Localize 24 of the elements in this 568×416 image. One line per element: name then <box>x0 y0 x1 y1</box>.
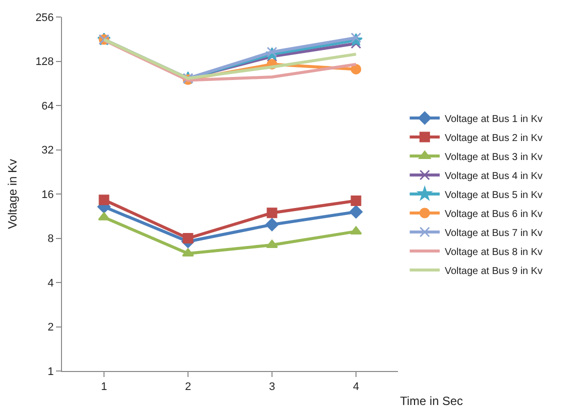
legend-label: Voltage at Bus 2 in Kv <box>444 132 543 144</box>
legend-label: Voltage at Bus 5 in Kv <box>444 190 543 201</box>
legend-label: Voltage at Bus 3 in Kv <box>444 152 543 163</box>
legend-label: Voltage at Bus 1 in Kv <box>444 114 543 125</box>
x-tick-label: 4 <box>352 381 360 394</box>
x-tick-label: 1 <box>100 381 108 394</box>
legend-label: Voltage at Bus 9 in Kv <box>444 266 543 277</box>
y-tick-label: 8 <box>48 233 54 246</box>
y-tick-label: 16 <box>42 188 54 201</box>
legend-label: Voltage at Bus 6 in Kv <box>444 208 543 220</box>
legend-label: Voltage at Bus 8 in Kv <box>444 246 543 258</box>
legend-label: Voltage at Bus 7 in Kv <box>444 228 543 239</box>
y-tick-label: 2 <box>48 322 54 334</box>
y-tick-label: 64 <box>42 100 54 112</box>
x-tick-label: 3 <box>268 381 276 394</box>
legend-label: Voltage at Bus 4 in Kv <box>444 170 543 182</box>
y-tick-label: 256 <box>35 12 54 24</box>
x-axis-title: Time in Sec <box>400 394 463 408</box>
y-tick-label: 1 <box>48 366 54 378</box>
y-axis-title: Voltage in Kv <box>6 158 20 230</box>
x-tick-label: 2 <box>184 381 192 394</box>
y-tick-label: 4 <box>48 277 54 290</box>
y-tick-label: 128 <box>35 56 54 68</box>
y-tick-label: 32 <box>42 144 54 157</box>
